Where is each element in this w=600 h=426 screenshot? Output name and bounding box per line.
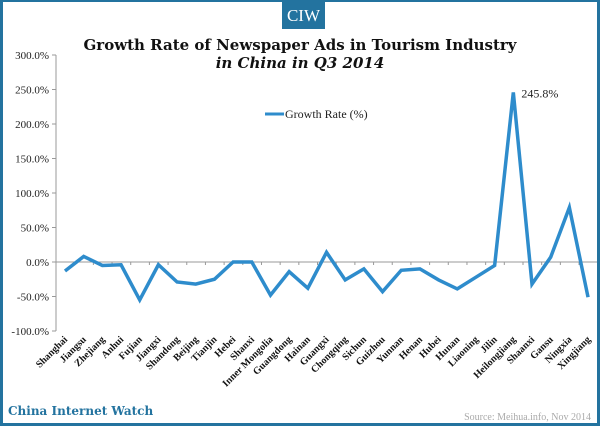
source-note: Source: Meihua.info, Nov 2014 — [464, 412, 591, 423]
y-tick-label: -100.0% — [11, 326, 49, 338]
legend: Growth Rate (%) — [265, 107, 368, 121]
annotations: 245.8% — [521, 86, 558, 100]
y-tick-label: 200.0% — [15, 119, 49, 131]
series-growth-rate — [63, 92, 590, 304]
y-axis-ticks: -100.0% -50.0% 0.0% 50.0% 100.0% 150.0% 200.0%… — [11, 50, 56, 338]
axes — [55, 55, 597, 331]
data-label: 245.8% — [521, 86, 558, 100]
line-chart: -100.0% -50.0% 0.0% 50.0% 100.0% 150.0% 200.0%… — [11, 50, 597, 389]
chart-subtitle: in China in Q3 2014 — [215, 54, 385, 72]
y-tick-label: 300.0% — [15, 50, 49, 62]
chart-title: Growth Rate of Newspaper Ads in Tourism … — [83, 36, 517, 54]
y-tick-label: -50.0% — [17, 292, 49, 304]
ciw-logo-badge: CIW — [282, 2, 325, 29]
x-axis-ticks: ShanghaiJiangsuZhejiangAnhuiFujianJiangx… — [34, 262, 593, 389]
series-line — [63, 92, 590, 304]
y-tick-label: 250.0% — [15, 85, 49, 97]
y-tick-label: 100.0% — [15, 188, 49, 200]
y-tick-label: 0.0% — [26, 257, 49, 269]
y-tick-label: 50.0% — [21, 223, 49, 235]
brand-footer: China Internet Watch — [8, 404, 154, 418]
legend-label: Growth Rate (%) — [285, 107, 368, 121]
y-tick-label: 150.0% — [15, 154, 49, 166]
